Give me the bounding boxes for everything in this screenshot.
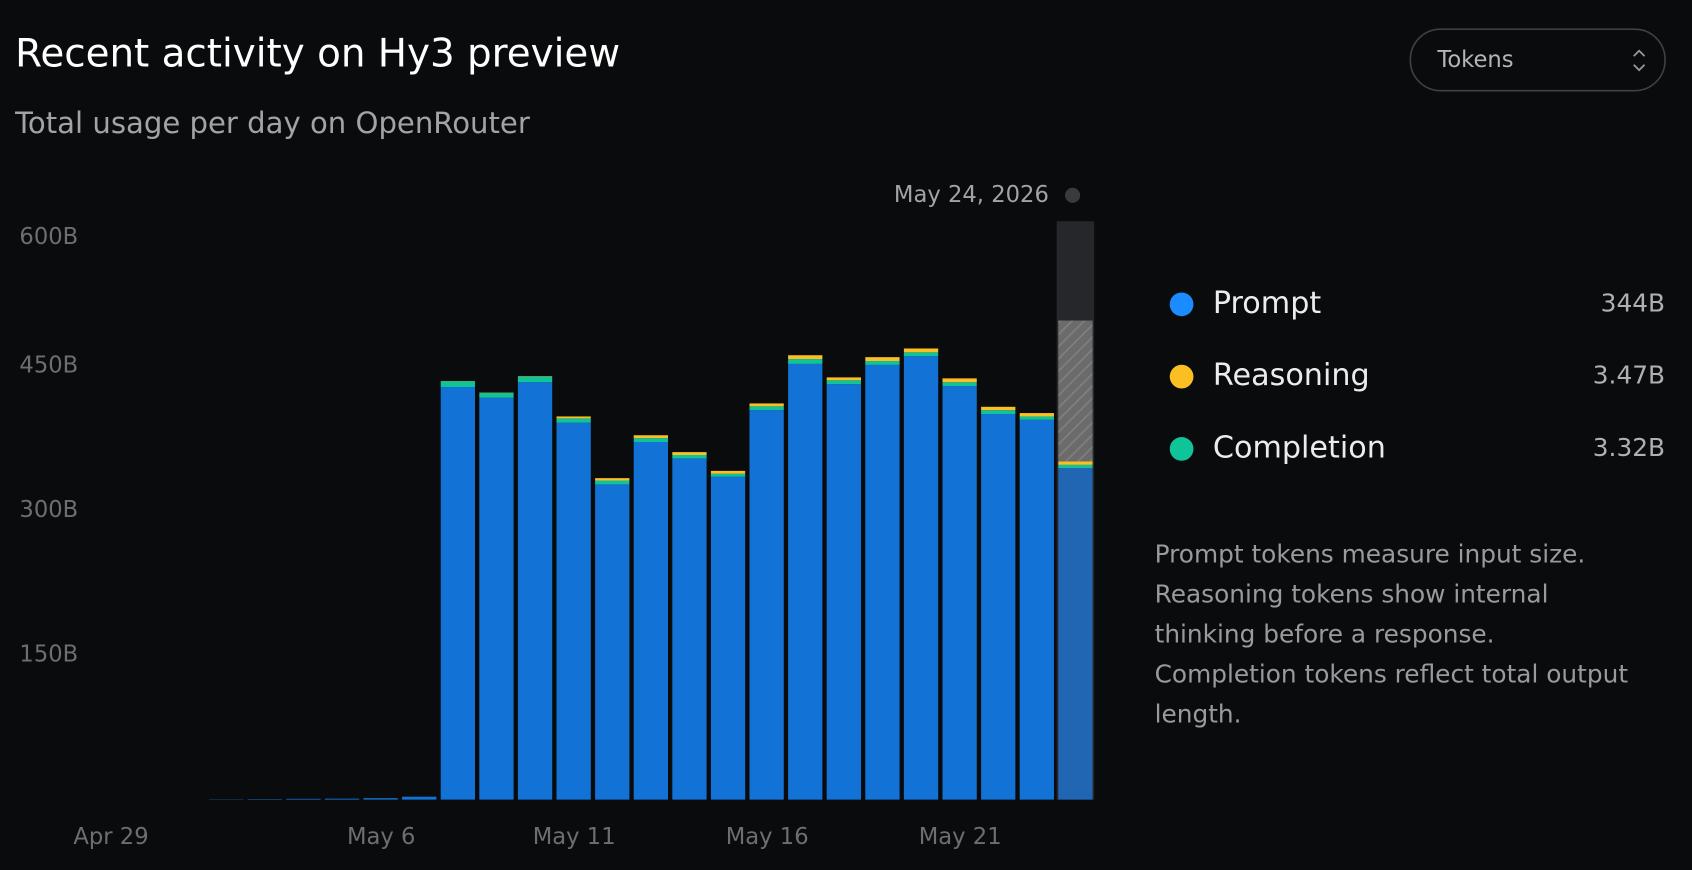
legend-label: Prompt [1213,286,1322,321]
bar-segment [595,484,630,800]
y-tick-label: 300B [19,497,78,523]
description-line: thinking before a response. [1155,620,1495,649]
bar-segment [517,382,553,800]
x-tick-label: May 21 [919,824,1002,850]
x-tick-label: May 16 [726,824,809,850]
bar-segment [556,422,591,800]
bar-segment [903,348,939,353]
bar-segment [981,414,1016,800]
bar-segment [749,406,784,411]
bar-segment [672,454,707,459]
metric-dropdown[interactable] [1409,28,1666,92]
bar-segment [710,476,746,800]
bar-segment [865,364,900,800]
tooltip-date: May 24, 2026 [894,182,1049,208]
dropdown-chevron [1633,49,1646,72]
bar-segment [942,378,977,383]
bar-segment [633,438,668,442]
y-tick-label: 150B [19,642,78,668]
bar-segment [1058,464,1093,469]
bar-segment [1058,461,1093,465]
bar-segment [788,363,823,800]
legend-dot [1169,437,1194,461]
bar-segment [865,357,900,362]
chart-title: Recent activity on Hy3 preview [15,32,620,77]
bar-segment [1019,419,1054,800]
projected-segment [1058,320,1093,462]
bar-segment [749,403,784,407]
bar-segment [633,441,668,800]
x-tick-label: Apr 29 [73,824,148,850]
legend-label: Completion [1213,430,1386,465]
legend-value: 344B [1601,288,1665,317]
bar-segment [286,798,321,800]
bar-segment [479,392,514,398]
x-tick-label: May 6 [347,824,415,850]
bar-segment [440,381,476,388]
bar-segment [942,386,977,800]
bar-segment [672,452,707,455]
description-line: Completion tokens reflect total output [1155,660,1629,689]
y-tick-label: 600B [19,224,78,250]
bar-segment [479,397,514,800]
tooltip-dot [1065,187,1081,203]
bar-segment [1058,468,1093,800]
legend-value: 3.32B [1593,433,1665,462]
bar-segment [788,359,823,364]
bar-segment [981,410,1016,415]
bar-segment [556,418,591,423]
description-line: length. [1155,699,1242,728]
legend-value: 3.47B [1593,361,1665,390]
bar-segment [749,410,784,800]
bar-segment [1019,416,1054,420]
chart-subtitle: Total usage per day on OpenRouter [14,106,530,140]
x-tick-label: May 11 [533,824,616,850]
bar-segment [981,406,1016,411]
legend-dot [1169,364,1194,389]
bar-segment [672,458,707,800]
bar-segment [865,361,900,365]
bar-segment [1019,413,1054,417]
bar-segment [595,478,630,481]
bar-segment [788,355,823,360]
bar-segment [556,416,591,419]
bar-segment [903,356,939,800]
legend-dot [1169,292,1194,317]
dropdown-label[interactable]: Tokens [1436,47,1513,73]
bar-segment [826,384,861,800]
bar-segment [402,796,437,800]
description-line: Reasoning tokens show internal [1155,580,1549,609]
bar-segment [633,435,668,439]
bar-segment [826,380,861,385]
bar-segment [710,470,746,474]
bar-segment [903,352,939,357]
legend-label: Reasoning [1213,358,1370,393]
bar-segment [826,377,861,381]
bar-segment [324,798,360,800]
bar-segment [710,473,746,477]
bar-segment [942,382,977,387]
bar-segment [440,387,476,800]
y-tick-label: 450B [19,352,78,378]
bar-segment [517,376,553,383]
bar-segment [363,798,398,800]
description-line: Prompt tokens measure input size. [1155,540,1586,569]
bar-segment [595,480,630,485]
